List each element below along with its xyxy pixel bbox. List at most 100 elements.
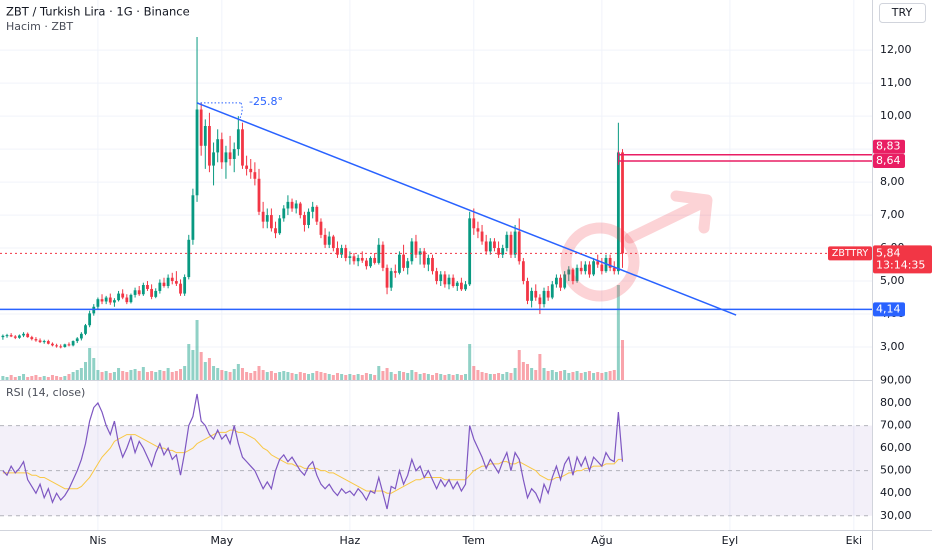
currency-button[interactable] <box>879 3 926 23</box>
volume-bar <box>158 370 162 380</box>
volume-bar <box>212 366 216 380</box>
volume-bar <box>216 368 220 380</box>
candle-body <box>571 269 575 282</box>
volume-bar <box>199 352 203 380</box>
candle-body <box>170 277 174 282</box>
candle-body <box>315 206 319 222</box>
volume-bar <box>323 373 327 380</box>
volume-bar <box>430 375 434 380</box>
candle-body <box>141 285 145 295</box>
volume-bar <box>505 372 509 380</box>
volume-bar <box>79 368 83 380</box>
candle-body <box>187 239 191 278</box>
candle-body <box>104 297 108 302</box>
last-price-tag <box>873 245 932 274</box>
volume-bar <box>550 370 554 380</box>
volume-bar <box>207 358 211 380</box>
volume-bar <box>534 370 538 380</box>
currency-button-label[interactable]: TRY <box>891 6 913 19</box>
candle-body <box>232 149 236 159</box>
candle-body <box>22 333 25 336</box>
countdown-label: 13:14:35 <box>876 258 925 271</box>
candle-body <box>75 338 79 342</box>
candle-body <box>236 129 240 150</box>
volume-bar <box>261 370 265 380</box>
volume-bar <box>389 372 393 380</box>
volume-bar <box>121 371 125 380</box>
x-tick-label: May <box>210 534 233 547</box>
candle-body <box>166 277 170 286</box>
volume-bar <box>364 373 368 380</box>
candle-body <box>46 341 50 344</box>
candle-body <box>208 126 211 166</box>
candle-body <box>30 337 34 340</box>
candle-body <box>307 211 310 225</box>
volume-bar <box>5 377 9 380</box>
volume-bar <box>50 375 54 380</box>
volume-bar <box>327 374 331 380</box>
volume-bar <box>397 371 401 380</box>
volume-bar <box>137 371 141 380</box>
volume-bar <box>373 375 377 380</box>
candle-body <box>174 281 178 284</box>
volume-bar <box>488 374 492 380</box>
volume-bar <box>447 374 451 380</box>
volume-bar <box>426 374 430 380</box>
candle-body <box>241 129 244 166</box>
candle-body <box>311 206 315 212</box>
volume-bar <box>621 340 625 380</box>
volume-bar <box>59 377 63 380</box>
volume-bar <box>245 372 249 380</box>
candle-body <box>137 290 141 295</box>
rsi-tick-label: 30,00 <box>880 509 912 522</box>
volume-bar <box>385 368 389 380</box>
candle-body <box>389 271 393 288</box>
volume-bar <box>418 374 422 380</box>
volume-bar <box>587 371 591 380</box>
symbol-tag-label: ZBTTRY <box>832 248 868 259</box>
volume-bar <box>443 375 447 380</box>
volume-bar <box>592 373 596 380</box>
volume-bar <box>435 373 439 380</box>
volume-bar <box>92 358 96 380</box>
candle-body <box>203 126 207 146</box>
candle-body <box>356 257 360 262</box>
candle-body <box>621 152 624 254</box>
candle-body <box>480 231 484 242</box>
candle-body <box>63 344 67 348</box>
candle-body <box>13 336 17 338</box>
angle-label: -25.8° <box>249 95 283 108</box>
candle-body <box>117 293 120 301</box>
volume-bar <box>439 374 443 380</box>
volume-bar <box>34 375 38 380</box>
x-tick-label: Ağu <box>591 534 612 547</box>
candle-body <box>402 254 405 268</box>
y-tick-label: 8,00 <box>880 175 905 188</box>
candle-layer <box>1 36 624 349</box>
candle-body <box>125 297 129 303</box>
volume-bar <box>162 371 166 380</box>
candle-body <box>71 341 75 346</box>
candle-body <box>484 241 488 252</box>
volume-layer <box>1 285 625 380</box>
volume-bar <box>352 375 356 380</box>
candle-body <box>1 335 5 338</box>
volume-bar <box>542 368 546 380</box>
trendline <box>196 102 737 316</box>
candle-body <box>555 277 558 285</box>
candle-body <box>364 260 368 267</box>
candle-body <box>290 201 294 209</box>
volume-bar <box>459 375 463 380</box>
candle-body <box>435 271 439 282</box>
candle-body <box>468 218 472 285</box>
candle-body <box>414 241 418 255</box>
candle-body <box>460 282 463 290</box>
candle-body <box>323 234 327 245</box>
candle-body <box>129 294 133 303</box>
x-tick-label: Haz <box>339 534 360 547</box>
candle-body <box>274 228 277 234</box>
volume-bar <box>17 376 21 380</box>
candle-body <box>534 290 538 298</box>
volume-bar <box>100 372 104 380</box>
